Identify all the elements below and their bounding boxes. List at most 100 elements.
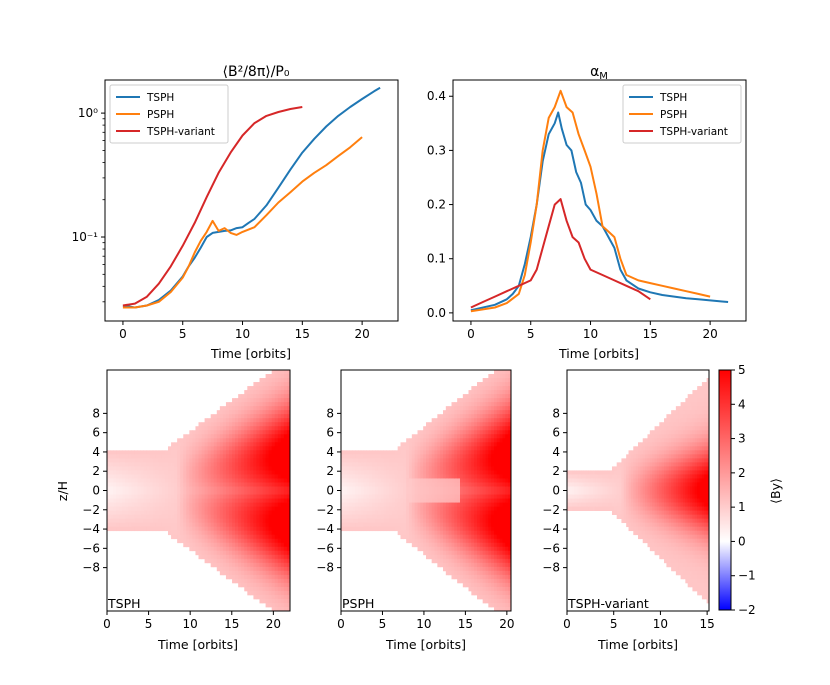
- tsph-cell: [216, 510, 221, 515]
- tsph-cell: [152, 470, 157, 475]
- tsph-cell: [277, 498, 282, 503]
- tsph-cell: [274, 374, 279, 379]
- tsph-cell: [271, 458, 276, 463]
- tsph-cell: [277, 370, 282, 375]
- psph-cell: [352, 498, 356, 503]
- psph-cell: [485, 554, 489, 560]
- tsph-cell: [283, 574, 288, 580]
- psph-cell: [392, 522, 396, 528]
- psph-cell: [468, 506, 472, 511]
- psph-cell: [431, 454, 435, 459]
- psph-xtick-label-20: 20: [499, 617, 514, 631]
- energy-ytick-label-1: 10⁰: [78, 106, 98, 120]
- tsph-cell: [271, 462, 276, 467]
- variant-cell: [647, 450, 651, 455]
- variant-cell: [567, 490, 570, 495]
- tsph-cell: [119, 522, 123, 528]
- psph-cell: [474, 522, 478, 528]
- tsph-cell: [259, 426, 263, 431]
- tsph-cell: [262, 558, 266, 564]
- psph-cell: [462, 546, 467, 552]
- variant-cell: [626, 522, 629, 528]
- psph-cell: [434, 506, 438, 511]
- tsph-cell: [222, 442, 227, 447]
- tsph-cell: [280, 582, 285, 588]
- psph-cell: [491, 402, 495, 407]
- tsph-cell: [204, 418, 209, 423]
- psph-cell: [397, 526, 401, 532]
- tsph-cell: [131, 462, 135, 467]
- psph-cell: [508, 450, 512, 455]
- variant-cell: [616, 474, 620, 479]
- variant-cell: [588, 490, 592, 495]
- tsph-cell: [241, 498, 245, 503]
- variant-cell: [576, 482, 580, 487]
- psph-cell: [366, 510, 370, 515]
- psph-cell: [437, 430, 441, 435]
- psph-cell: [477, 414, 481, 419]
- variant-cell: [645, 522, 648, 528]
- tsph-cell: [262, 446, 266, 451]
- psph-cell: [434, 450, 438, 455]
- tsph-cell: [107, 450, 111, 455]
- psph-cell: [488, 586, 492, 592]
- psph-cell: [389, 522, 393, 528]
- tsph-cell: [174, 446, 178, 451]
- tsph-cell: [271, 398, 276, 403]
- psph-cell: [394, 506, 399, 511]
- psph-cell: [454, 486, 458, 491]
- psph-cell: [380, 510, 384, 515]
- tsph-cell: [219, 410, 224, 415]
- psph-cell: [445, 446, 450, 451]
- psph-cell: [397, 462, 401, 467]
- tsph-cell: [186, 486, 190, 491]
- tsph-cell: [280, 542, 285, 548]
- tsph-cell: [280, 390, 285, 395]
- variant-cell: [642, 518, 646, 524]
- psph-cell: [414, 434, 418, 439]
- tsph-cell: [271, 406, 276, 411]
- psph-cell: [420, 478, 424, 483]
- tsph-cell: [238, 578, 242, 584]
- psph-cell: [377, 478, 382, 483]
- psph-cell: [468, 478, 472, 483]
- tsph-cell: [235, 454, 239, 459]
- tsph-cell: [229, 534, 233, 540]
- psph-cell: [346, 510, 350, 515]
- psph-cell: [491, 450, 495, 455]
- psph-cell: [363, 466, 367, 471]
- tsph-cell: [232, 414, 236, 419]
- psph-cell: [426, 462, 430, 467]
- tsph-cell: [259, 534, 263, 540]
- psph-cell: [383, 458, 387, 463]
- tsph-cell: [164, 466, 169, 471]
- tsph-cell: [235, 498, 239, 503]
- tsph-cell: [280, 530, 285, 536]
- tsph-cell: [195, 490, 199, 495]
- tsph-cell: [168, 482, 172, 487]
- variant-cell: [614, 486, 618, 491]
- tsph-cell: [253, 498, 257, 503]
- psph-cell: [400, 510, 404, 515]
- psph-cell: [409, 514, 413, 520]
- psph-cell: [403, 490, 407, 495]
- tsph-cell: [207, 454, 212, 459]
- tsph-cell: [183, 538, 187, 544]
- tsph-cell: [225, 518, 230, 524]
- variant-cell: [574, 470, 577, 475]
- psph-cell: [417, 430, 421, 435]
- psph-cell: [377, 498, 382, 503]
- psph-cell: [451, 530, 455, 536]
- tsph-ytick-label-2: 4: [92, 445, 100, 459]
- tsph-cell: [204, 434, 209, 439]
- psph-cell: [479, 458, 484, 463]
- tsph-cell: [247, 482, 251, 487]
- tsph-cell: [171, 442, 175, 447]
- tsph-cell: [216, 498, 221, 503]
- variant-cell: [645, 450, 648, 455]
- variant-cell: [626, 490, 629, 495]
- tsph-cell: [225, 510, 230, 515]
- tsph-cell: [119, 486, 123, 491]
- tsph-cell: [274, 382, 279, 387]
- psph-cell: [343, 458, 348, 463]
